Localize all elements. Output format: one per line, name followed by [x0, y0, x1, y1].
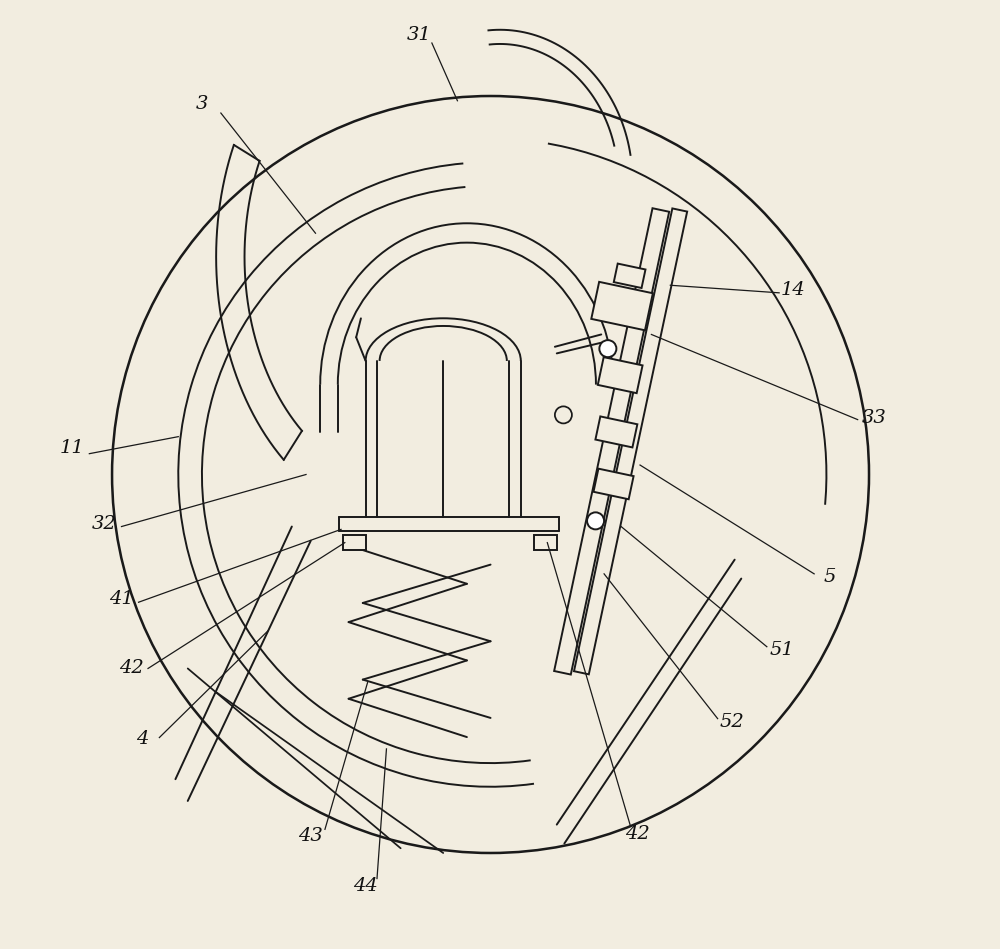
Text: 3: 3 — [196, 95, 208, 113]
Polygon shape — [594, 469, 634, 499]
Text: 32: 32 — [92, 514, 117, 532]
Polygon shape — [574, 209, 687, 675]
Circle shape — [587, 512, 604, 530]
Polygon shape — [598, 357, 643, 393]
Text: 33: 33 — [861, 409, 886, 427]
Text: 4: 4 — [136, 731, 149, 749]
Text: 14: 14 — [781, 281, 806, 299]
Text: 31: 31 — [407, 26, 432, 44]
Polygon shape — [595, 417, 637, 447]
Polygon shape — [534, 535, 557, 550]
Circle shape — [555, 406, 572, 423]
Text: 52: 52 — [719, 714, 744, 732]
Text: 44: 44 — [353, 877, 378, 895]
Circle shape — [112, 96, 869, 853]
Text: 41: 41 — [109, 590, 134, 608]
Polygon shape — [591, 282, 653, 330]
Polygon shape — [614, 264, 645, 288]
Text: 11: 11 — [60, 439, 85, 457]
Text: 51: 51 — [770, 641, 794, 659]
Text: 42: 42 — [625, 825, 650, 843]
Text: 42: 42 — [119, 660, 143, 678]
Polygon shape — [343, 535, 366, 550]
Circle shape — [599, 340, 616, 357]
Text: 5: 5 — [823, 568, 835, 586]
Text: 43: 43 — [298, 827, 323, 845]
Polygon shape — [554, 208, 669, 675]
